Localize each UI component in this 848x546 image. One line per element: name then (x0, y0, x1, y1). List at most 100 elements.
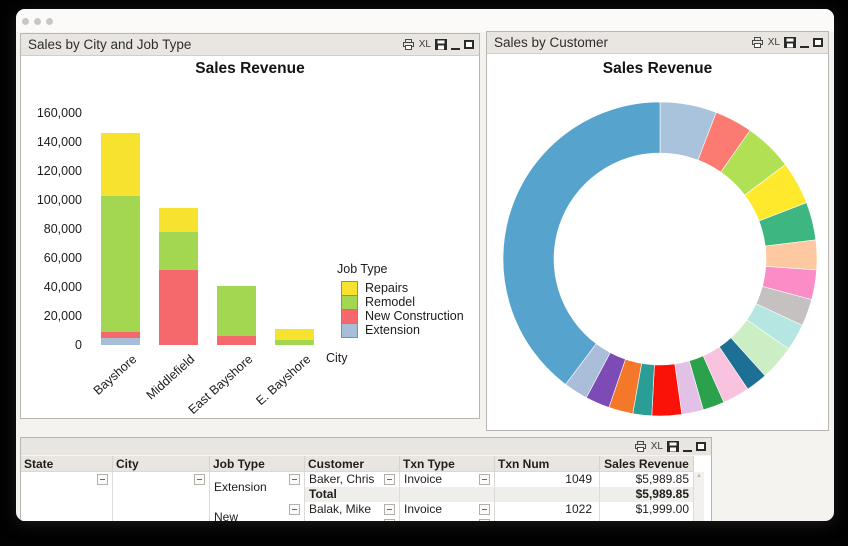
table-cell-sales-revenue: $5,989.85 (600, 472, 694, 487)
bar-panel-title: Sales by City and Job Type (28, 37, 192, 52)
collapse-city-button[interactable] (194, 474, 205, 485)
column-header-txn-num[interactable]: Txn Num (495, 456, 600, 472)
save-icon[interactable] (667, 441, 679, 452)
legend-label-repairs: Repairs (365, 281, 409, 295)
panel-minimize-icon[interactable] (683, 449, 692, 452)
window-close-dot[interactable] (22, 18, 29, 25)
print-icon[interactable] (634, 441, 647, 452)
excel-export-icon[interactable]: XL (650, 441, 663, 452)
window-titlebar (16, 9, 834, 32)
bar-panel-titlebar: Sales by City and Job Type XL (21, 34, 479, 56)
legend-swatch-new-construction[interactable] (341, 309, 358, 324)
bar-chart-area: Sales Revenue 0 20,000 40,000 60,000 80,000 1… (21, 55, 479, 418)
bar-segment-new-construction[interactable] (217, 336, 256, 345)
total-row-empty-cell (400, 487, 495, 502)
window-zoom-dot[interactable] (46, 18, 53, 25)
city-group-cell (113, 472, 210, 521)
donut-segment-20[interactable] (502, 101, 661, 385)
table-cell-sales-revenue (600, 517, 694, 521)
save-icon[interactable] (435, 39, 447, 50)
y-axis-tick-label: 60,000 (43, 251, 82, 265)
state-group-cell (21, 472, 113, 521)
table-panel-controls: XL (634, 438, 706, 455)
total-row-sales-revenue: $5,989.85 (600, 487, 694, 502)
panel-transactions-table: XL State City Job Type Customer Txn Type… (20, 437, 712, 521)
y-axis-tick-label: 0 (75, 338, 82, 352)
collapse-customer-button[interactable] (384, 519, 395, 521)
donut-panel-title: Sales by Customer (494, 35, 609, 50)
column-header-sales-revenue[interactable]: Sales Revenue (600, 456, 694, 472)
bar-segment-repairs[interactable] (275, 329, 314, 340)
table-scrollbar[interactable]: ▲ (694, 472, 704, 521)
bar-segment-new-construction[interactable] (159, 270, 198, 345)
txn-type-value: Invoice (404, 472, 443, 486)
bar-segment-remodel[interactable] (159, 232, 198, 271)
donut-chart-title: Sales Revenue (602, 60, 713, 77)
bar-segment-new-construction[interactable] (101, 331, 140, 339)
collapse-txn-type-button[interactable] (479, 474, 490, 485)
panel-maximize-icon[interactable] (696, 442, 706, 451)
excel-export-icon[interactable]: XL (767, 37, 780, 48)
bar-segment-extension[interactable] (101, 338, 140, 345)
job-type-group-cell: Extension (210, 472, 305, 502)
collapse-customer-button[interactable] (384, 504, 395, 515)
table-cell-customer (305, 517, 400, 521)
y-axis-tick-label: 40,000 (43, 280, 82, 294)
bar-segment-remodel[interactable] (275, 339, 314, 345)
table-cell-txn-type: Invoice (400, 472, 495, 487)
column-header-customer[interactable]: Customer (305, 456, 400, 472)
table-cell-txn-num: 1049 (495, 472, 600, 487)
y-axis-tick-label: 120,000 (36, 164, 82, 178)
panel-minimize-icon[interactable] (451, 47, 460, 50)
collapse-job-type-button[interactable] (289, 474, 300, 485)
print-icon[interactable] (751, 37, 764, 48)
panel-maximize-icon[interactable] (813, 38, 823, 47)
column-header-txn-type[interactable]: Txn Type (400, 456, 495, 472)
bar-segment-repairs[interactable] (101, 133, 140, 196)
x-axis-category-label: Middlefield (143, 352, 198, 403)
bar-segment-repairs[interactable] (159, 207, 198, 233)
x-axis-title: City (326, 351, 348, 365)
panel-maximize-icon[interactable] (464, 40, 474, 49)
table-cell-txn-num: 1022 (495, 502, 600, 517)
donut-panel-controls: XL (751, 32, 823, 53)
legend-label-remodel: Remodel (365, 295, 416, 309)
legend-swatch-repairs[interactable] (341, 281, 358, 296)
column-header-job-type[interactable]: Job Type (210, 456, 305, 472)
x-axis-category-label: E. Bayshore (253, 352, 314, 408)
y-axis-tick-label: 160,000 (36, 106, 82, 120)
window-minimize-dot[interactable] (34, 18, 41, 25)
total-row-label: Total (305, 487, 400, 502)
bar-segment-remodel[interactable] (217, 285, 256, 336)
y-axis-tick-label: 20,000 (43, 309, 82, 323)
panel-sales-by-customer: Sales by Customer XL Sales Revenue (486, 31, 829, 431)
bar-segment-remodel[interactable] (101, 195, 140, 332)
job-type-group-cell: New (210, 502, 305, 521)
panel-sales-by-city-and-job-type: Sales by City and Job Type XL Sales Reve… (20, 33, 480, 419)
collapse-txn-type-button[interactable] (479, 504, 490, 515)
legend-title: Job Type (337, 262, 388, 276)
transactions-table: State City Job Type Customer Txn Type Tx… (21, 456, 694, 521)
donut-panel-titlebar: Sales by Customer XL (487, 32, 828, 54)
table-cell-txn-num (495, 517, 600, 521)
collapse-customer-button[interactable] (384, 474, 395, 485)
table-cell-txn-type (400, 517, 495, 521)
customer-value: Baker, Chris (309, 472, 375, 486)
bar-panel-controls: XL (402, 34, 474, 55)
column-header-city[interactable]: City (113, 456, 210, 472)
column-header-state[interactable]: State (21, 456, 113, 472)
legend-label-extension: Extension (365, 323, 420, 337)
scroll-up-icon[interactable]: ▲ (696, 473, 702, 479)
print-icon[interactable] (402, 39, 415, 50)
collapse-txn-type-button[interactable] (479, 519, 490, 521)
txn-type-value: Invoice (404, 502, 443, 516)
panel-minimize-icon[interactable] (800, 45, 809, 48)
collapse-state-button[interactable] (97, 474, 108, 485)
legend-swatch-remodel[interactable] (341, 295, 358, 310)
save-icon[interactable] (784, 37, 796, 48)
table-panel-titlebar: XL (21, 438, 711, 456)
collapse-job-type-button[interactable] (289, 504, 300, 515)
legend-swatch-extension[interactable] (341, 323, 358, 338)
excel-export-icon[interactable]: XL (418, 39, 431, 50)
job-type-group-label: Extension (214, 479, 267, 494)
